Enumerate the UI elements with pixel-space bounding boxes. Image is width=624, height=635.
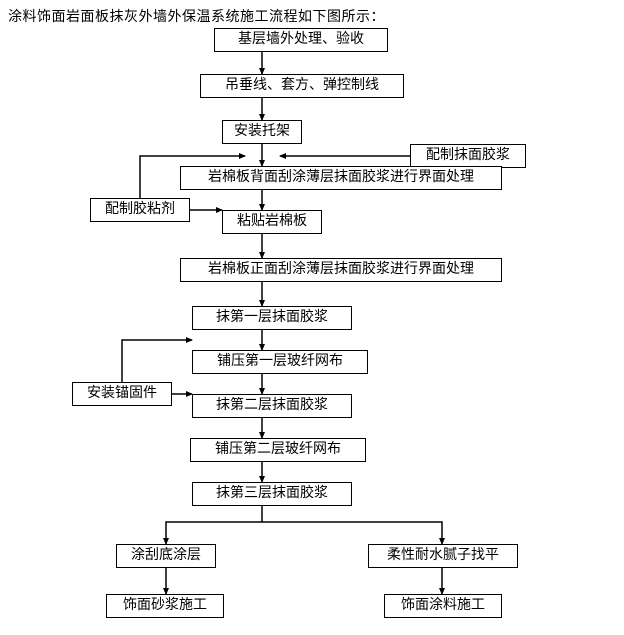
flow-edge [122,340,192,382]
flow-node-n9: 抹第一层抹面胶浆 [192,306,352,330]
flow-node-n5: 岩棉板背面刮涂薄层抹面胶浆进行界面处理 [180,166,502,190]
flow-node-n7: 粘贴岩棉板 [222,210,322,234]
flow-edge [166,522,262,544]
flow-node-n16: 柔性耐水腻子找平 [368,544,518,568]
flow-node-n17: 饰面砂浆施工 [106,594,224,618]
flow-node-n10: 铺压第一层玻纤网布 [192,350,368,374]
flow-node-n13: 铺压第二层玻纤网布 [190,438,366,462]
page-title: 涂料饰面岩面板抹灰外墙外保温系统施工流程如下图所示： [8,6,385,26]
flow-node-n6: 配制胶粘剂 [90,198,190,222]
flow-node-n4: 配制抹面胶浆 [410,144,526,168]
flow-node-n8: 岩棉板正面刮涂薄层抹面胶浆进行界面处理 [180,258,502,282]
flow-edge [262,522,442,544]
flow-node-n18: 饰面涂料施工 [384,594,502,618]
flow-node-n12: 抹第二层抹面胶浆 [192,394,352,418]
flow-node-n2: 吊垂线、套方、弹控制线 [200,74,404,98]
flow-node-n1: 基层墙外处理、验收 [214,28,388,52]
flow-node-n14: 抹第三层抹面胶浆 [192,482,352,506]
flow-node-n11: 安装锚固件 [72,382,172,406]
flow-node-n15: 涂刮底涂层 [116,544,216,568]
flow-node-n3: 安装托架 [222,120,302,144]
